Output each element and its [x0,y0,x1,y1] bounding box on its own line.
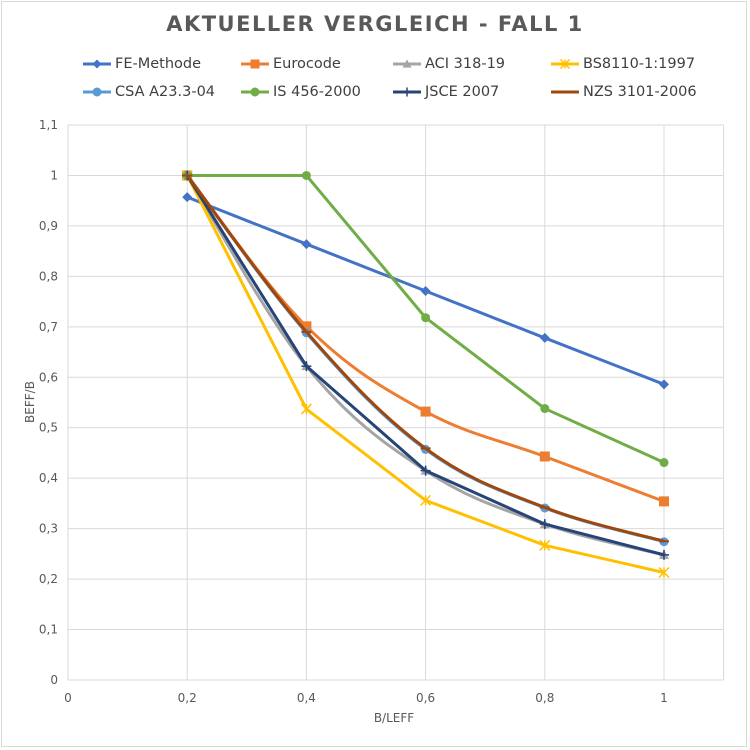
dash-marker-icon [551,90,579,94]
y-tick-label: 0,6 [39,370,58,384]
legend-item: FE-Methode [82,56,201,72]
x-tick-label: 0,6 [416,691,435,705]
y-tick-label: 0,4 [39,471,58,485]
square-marker-icon [241,59,269,69]
legend-item: ACI 318-19 [392,56,505,72]
legend-label: Eurocode [273,56,341,72]
legend-label: ACI 318-19 [425,56,506,72]
series-lines [181,169,670,579]
legend-item: JSCE 2007 [392,84,499,100]
legend-label: CSA A23.3-04 [115,84,216,100]
series-bs8110-1-1997 [181,169,670,579]
y-tick-label: 0,7 [39,320,58,334]
series-fe-methode [182,192,669,390]
series-nzs-3101-2006 [182,174,669,543]
chart-title: AKTUELLER VERGLEICH - FALL 1 [166,12,584,36]
legend-item: NZS 3101-2006 [550,84,697,100]
x-tick-label: 0,2 [178,691,197,705]
legend-label: FE-Methode [115,56,202,72]
y-tick-label: 0,2 [39,572,58,586]
legend-item: Eurocode [240,56,341,72]
plus-marker-icon [393,87,421,97]
legend-label: NZS 3101-2006 [583,84,697,100]
y-tick-label: 0,3 [39,522,58,536]
x-tick-label: 0 [64,691,72,705]
y-tick-label: 0,9 [39,219,58,233]
legend-item: IS 456-2000 [240,84,361,100]
x-tick-label: 1 [660,691,668,705]
series-jsce-2007 [182,170,669,560]
diamond-marker-icon [83,59,111,69]
x-axis-title: B/LEFF [374,711,414,725]
circle-marker-icon [83,87,111,97]
legend-label: IS 456-2000 [273,84,361,100]
x-tick-label: 0,4 [297,691,316,705]
triangle-marker-icon [393,59,421,68]
axis-ticks: 0 0,1 0,2 0,3 0,4 0,5 0,6 0,7 0,8 0,9 1 1,1 0 0,2 0,4 0… [39,118,668,705]
circle-marker-icon [241,87,269,97]
y-tick-label: 0,5 [39,421,58,435]
y-tick-label: 0 [50,673,58,687]
x-tick-label: 0,8 [535,691,554,705]
legend-label: JSCE 2007 [425,84,500,100]
y-tick-label: 1,1 [39,118,58,132]
y-tick-label: 0,8 [39,269,58,283]
legend-label: BS8110-1:1997 [583,56,696,72]
legend-item: CSA A23.3-04 [82,84,215,100]
y-tick-label: 0,1 [39,623,58,637]
y-axis-title: BEFF/B [23,381,37,423]
legend-item: BS8110-1:1997 [550,56,695,72]
y-tick-label: 1 [50,168,58,182]
gridlines [67,124,725,681]
star-marker-icon [551,58,579,70]
